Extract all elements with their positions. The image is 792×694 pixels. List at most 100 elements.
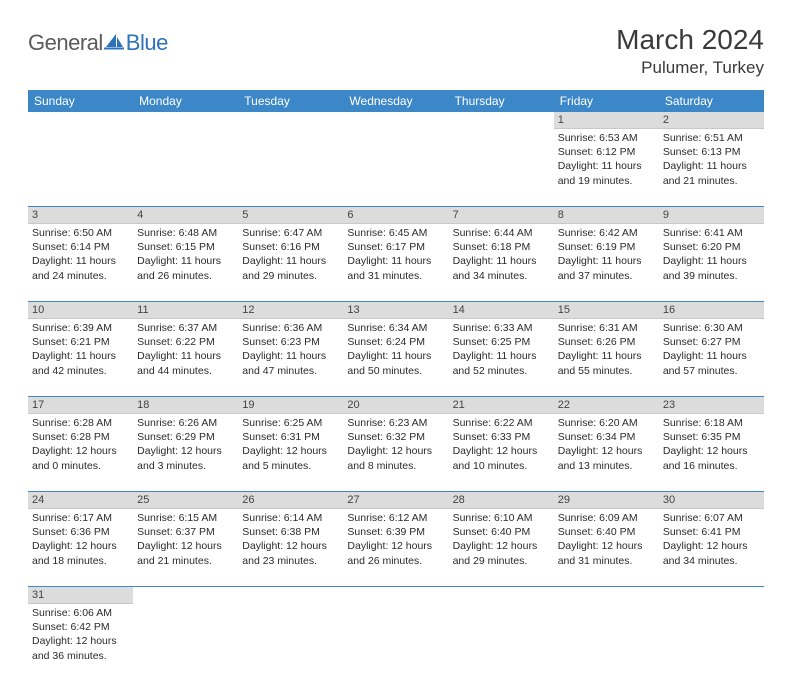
daylight-text: Daylight: 11 hours and 31 minutes.: [347, 254, 444, 282]
daylight-text: Daylight: 11 hours and 47 minutes.: [242, 349, 339, 377]
brand-logo: General Blue: [28, 24, 168, 56]
day-number: [238, 112, 343, 129]
day-number: 7: [449, 207, 554, 224]
location: Pulumer, Turkey: [616, 58, 764, 78]
daylight-text: Daylight: 11 hours and 42 minutes.: [32, 349, 129, 377]
day-number: 8: [554, 207, 659, 224]
daynum-row: 24252627282930: [28, 492, 764, 509]
sunrise-text: Sunrise: 6:07 AM: [663, 511, 760, 525]
sunrise-text: Sunrise: 6:48 AM: [137, 226, 234, 240]
weekday-header-row: Sunday Monday Tuesday Wednesday Thursday…: [28, 90, 764, 112]
day-number: 19: [238, 397, 343, 414]
weekday-header: Wednesday: [343, 90, 448, 112]
sunrise-text: Sunrise: 6:23 AM: [347, 416, 444, 430]
sunset-text: Sunset: 6:29 PM: [137, 430, 234, 444]
day-cell: Sunrise: 6:22 AMSunset: 6:33 PMDaylight:…: [449, 414, 554, 492]
daynum-row: 12: [28, 112, 764, 129]
sunset-text: Sunset: 6:25 PM: [453, 335, 550, 349]
sunset-text: Sunset: 6:17 PM: [347, 240, 444, 254]
daylight-text: Daylight: 11 hours and 39 minutes.: [663, 254, 760, 282]
day-cell: Sunrise: 6:25 AMSunset: 6:31 PMDaylight:…: [238, 414, 343, 492]
sunrise-text: Sunrise: 6:34 AM: [347, 321, 444, 335]
daylight-text: Daylight: 12 hours and 10 minutes.: [453, 444, 550, 472]
content-row: Sunrise: 6:28 AMSunset: 6:28 PMDaylight:…: [28, 414, 764, 492]
sunrise-text: Sunrise: 6:51 AM: [663, 131, 760, 145]
daylight-text: Daylight: 12 hours and 0 minutes.: [32, 444, 129, 472]
sunrise-text: Sunrise: 6:20 AM: [558, 416, 655, 430]
day-number: [343, 112, 448, 129]
weekday-header: Saturday: [659, 90, 764, 112]
sunrise-text: Sunrise: 6:25 AM: [242, 416, 339, 430]
content-row: Sunrise: 6:39 AMSunset: 6:21 PMDaylight:…: [28, 319, 764, 397]
sunset-text: Sunset: 6:21 PM: [32, 335, 129, 349]
sunset-text: Sunset: 6:39 PM: [347, 525, 444, 539]
sunset-text: Sunset: 6:34 PM: [558, 430, 655, 444]
day-cell: Sunrise: 6:18 AMSunset: 6:35 PMDaylight:…: [659, 414, 764, 492]
sunrise-text: Sunrise: 6:14 AM: [242, 511, 339, 525]
daylight-text: Daylight: 11 hours and 19 minutes.: [558, 159, 655, 187]
day-cell: Sunrise: 6:45 AMSunset: 6:17 PMDaylight:…: [343, 224, 448, 302]
day-cell: [28, 129, 133, 207]
sunrise-text: Sunrise: 6:41 AM: [663, 226, 760, 240]
daylight-text: Daylight: 11 hours and 37 minutes.: [558, 254, 655, 282]
sunset-text: Sunset: 6:27 PM: [663, 335, 760, 349]
day-number: 31: [28, 587, 133, 604]
day-number: 21: [449, 397, 554, 414]
day-number: 30: [659, 492, 764, 509]
day-cell: [659, 604, 764, 682]
day-cell: Sunrise: 6:36 AMSunset: 6:23 PMDaylight:…: [238, 319, 343, 397]
day-number: [659, 587, 764, 604]
weekday-header: Thursday: [449, 90, 554, 112]
daylight-text: Daylight: 11 hours and 55 minutes.: [558, 349, 655, 377]
day-cell: Sunrise: 6:17 AMSunset: 6:36 PMDaylight:…: [28, 509, 133, 587]
day-number: 24: [28, 492, 133, 509]
sunset-text: Sunset: 6:19 PM: [558, 240, 655, 254]
sunset-text: Sunset: 6:22 PM: [137, 335, 234, 349]
day-cell: Sunrise: 6:07 AMSunset: 6:41 PMDaylight:…: [659, 509, 764, 587]
sunrise-text: Sunrise: 6:39 AM: [32, 321, 129, 335]
daylight-text: Daylight: 12 hours and 26 minutes.: [347, 539, 444, 567]
daynum-row: 17181920212223: [28, 397, 764, 414]
daylight-text: Daylight: 12 hours and 29 minutes.: [453, 539, 550, 567]
sunrise-text: Sunrise: 6:10 AM: [453, 511, 550, 525]
sunrise-text: Sunrise: 6:53 AM: [558, 131, 655, 145]
title-block: March 2024 Pulumer, Turkey: [616, 24, 764, 78]
sunrise-text: Sunrise: 6:42 AM: [558, 226, 655, 240]
sunrise-text: Sunrise: 6:28 AM: [32, 416, 129, 430]
calendar-table: Sunday Monday Tuesday Wednesday Thursday…: [28, 90, 764, 682]
sunrise-text: Sunrise: 6:18 AM: [663, 416, 760, 430]
daylight-text: Daylight: 12 hours and 36 minutes.: [32, 634, 129, 662]
sunrise-text: Sunrise: 6:17 AM: [32, 511, 129, 525]
daylight-text: Daylight: 12 hours and 3 minutes.: [137, 444, 234, 472]
sunrise-text: Sunrise: 6:33 AM: [453, 321, 550, 335]
day-number: 27: [343, 492, 448, 509]
sunset-text: Sunset: 6:36 PM: [32, 525, 129, 539]
sunset-text: Sunset: 6:15 PM: [137, 240, 234, 254]
day-cell: [133, 129, 238, 207]
day-number: 10: [28, 302, 133, 319]
sunrise-text: Sunrise: 6:45 AM: [347, 226, 444, 240]
day-number: 4: [133, 207, 238, 224]
daylight-text: Daylight: 12 hours and 18 minutes.: [32, 539, 129, 567]
sunrise-text: Sunrise: 6:06 AM: [32, 606, 129, 620]
sunrise-text: Sunrise: 6:50 AM: [32, 226, 129, 240]
day-cell: Sunrise: 6:06 AMSunset: 6:42 PMDaylight:…: [28, 604, 133, 682]
weekday-header: Monday: [133, 90, 238, 112]
day-number: [238, 587, 343, 604]
daylight-text: Daylight: 11 hours and 44 minutes.: [137, 349, 234, 377]
daynum-row: 3456789: [28, 207, 764, 224]
sunrise-text: Sunrise: 6:15 AM: [137, 511, 234, 525]
sunset-text: Sunset: 6:23 PM: [242, 335, 339, 349]
day-cell: Sunrise: 6:37 AMSunset: 6:22 PMDaylight:…: [133, 319, 238, 397]
day-cell: Sunrise: 6:14 AMSunset: 6:38 PMDaylight:…: [238, 509, 343, 587]
day-number: 20: [343, 397, 448, 414]
day-number: 9: [659, 207, 764, 224]
day-number: 26: [238, 492, 343, 509]
day-number: [554, 587, 659, 604]
sunrise-text: Sunrise: 6:30 AM: [663, 321, 760, 335]
day-number: 23: [659, 397, 764, 414]
weekday-header: Tuesday: [238, 90, 343, 112]
day-cell: Sunrise: 6:33 AMSunset: 6:25 PMDaylight:…: [449, 319, 554, 397]
sunrise-text: Sunrise: 6:12 AM: [347, 511, 444, 525]
day-cell: Sunrise: 6:51 AMSunset: 6:13 PMDaylight:…: [659, 129, 764, 207]
